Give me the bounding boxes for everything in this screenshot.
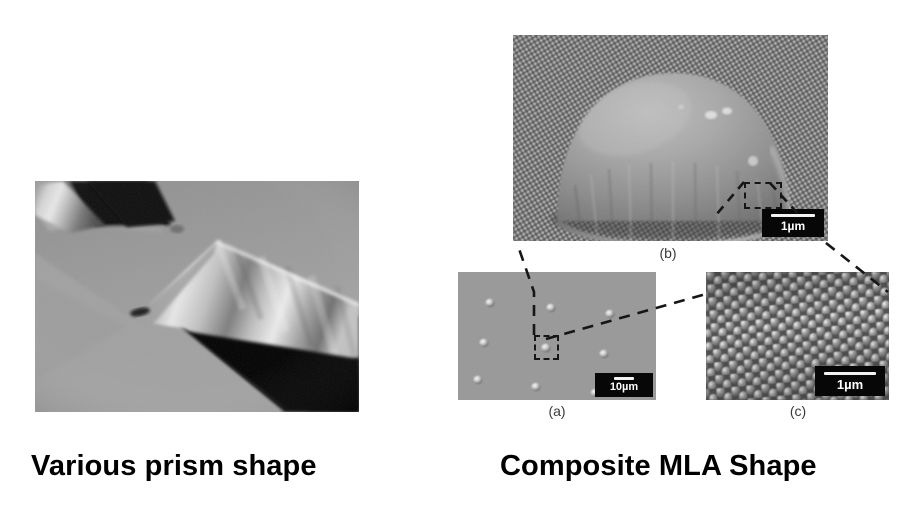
- panel-c-scalebar-line: [824, 371, 876, 375]
- panel-a-microlens-array-overview: 10µm: [458, 272, 656, 400]
- panel-b-roi-box: [744, 182, 782, 209]
- panel-b-label: (b): [659, 245, 677, 261]
- panel-c-scalebar: 1µm: [815, 366, 885, 396]
- panel-a-roi-box: [534, 335, 559, 360]
- caption-various-prism-shape: Various prism shape: [31, 450, 317, 482]
- panel-a-scalebar: 10µm: [595, 373, 653, 397]
- panel-a-scalebar-line: [614, 377, 634, 380]
- panel-b-scalebar: 1µm: [762, 209, 824, 237]
- panel-a-label: (a): [548, 403, 566, 419]
- panel-c-nanocone-array-closeup: 1µm: [706, 272, 889, 400]
- prism-sem-graphic: [35, 181, 359, 412]
- panel-b-scalebar-line: [771, 214, 815, 217]
- panel-b-single-microlens-dome: 1µm: [513, 35, 828, 241]
- caption-composite-mla-shape: Composite MLA Shape: [500, 450, 817, 482]
- panel-b-scalebar-label: 1µm: [780, 219, 806, 233]
- panel-c-scalebar-label: 1µm: [836, 376, 864, 392]
- prism-sem-image: [35, 181, 359, 412]
- panel-a-scalebar-label: 10µm: [609, 381, 639, 393]
- panel-c-label: (c): [789, 403, 807, 419]
